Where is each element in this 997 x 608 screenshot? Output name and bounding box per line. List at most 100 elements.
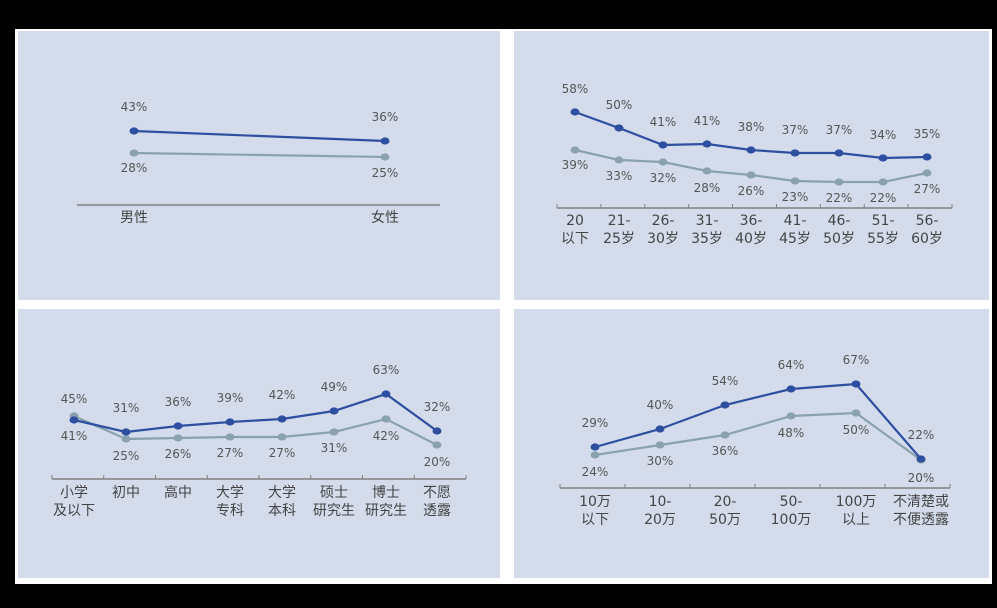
data-point-series_a <box>129 127 139 135</box>
x-tick-label: 56- <box>916 213 939 229</box>
data-point-series_b <box>225 433 235 441</box>
line-series_b-income <box>594 411 922 461</box>
data-point-series_b <box>277 433 287 441</box>
x-tick-label: 100万 <box>836 494 877 510</box>
line-series_a-gender <box>133 129 386 143</box>
x-tick-label: 大学 <box>268 485 296 501</box>
x-tick-label: 及以下 <box>53 503 95 519</box>
x-tick-label: 100万 <box>771 512 812 528</box>
x-tick-label: 初中 <box>112 484 140 501</box>
data-label-series_a: 41% <box>61 429 88 443</box>
data-point-series_a <box>277 415 287 423</box>
data-point-series_b <box>329 428 339 436</box>
data-point-series_b <box>702 167 712 175</box>
data-label-series_a: 38% <box>738 120 765 134</box>
x-tick-label: 高中 <box>164 484 192 501</box>
data-point-series_b <box>432 441 442 449</box>
data-point-series_b <box>786 412 796 420</box>
x-tick-label: 不愿 <box>423 485 451 501</box>
data-point-series_a <box>851 380 861 388</box>
data-label-series_b: 22% <box>870 191 897 205</box>
x-tick-label: 男性 <box>120 210 148 226</box>
x-tick-label: 女性 <box>371 209 399 226</box>
data-point-series_a <box>590 443 600 451</box>
data-point-series_b <box>878 178 888 186</box>
data-label-series_b: 28% <box>694 181 721 195</box>
data-point-series_a <box>570 108 580 116</box>
data-point-series_a <box>69 416 79 424</box>
x-tick-label: 以上 <box>842 512 870 528</box>
data-label-series_a: 63% <box>373 363 400 377</box>
panel-income <box>514 309 989 578</box>
x-tick-label: 25岁 <box>603 231 635 247</box>
data-label-series_b: 42% <box>373 429 400 443</box>
x-tick-label: 50岁 <box>823 231 855 247</box>
x-tick-label: 不便透露 <box>893 512 949 528</box>
data-label-series_b: 20% <box>908 471 935 485</box>
data-label-series_b: 25% <box>113 449 140 463</box>
data-label-series_a: 37% <box>782 123 809 137</box>
data-label-series_b: 22% <box>826 191 853 205</box>
line-series_b-gender <box>133 151 386 159</box>
data-label-series_b: 25% <box>372 166 399 180</box>
data-point-series_b <box>129 149 139 157</box>
data-label-series_b: 26% <box>165 447 192 461</box>
line-series_a-education <box>73 392 438 434</box>
panel-education <box>18 309 500 578</box>
data-label-series_a: 29% <box>582 416 609 430</box>
data-label-series_a: 41% <box>694 114 721 128</box>
x-tick-label: 36- <box>740 213 763 229</box>
data-label-series_b: 20% <box>424 455 451 469</box>
data-point-series_b <box>614 156 624 164</box>
x-tick-label: 10万 <box>579 494 611 510</box>
data-point-series_b <box>658 158 668 166</box>
x-tick-label: 26- <box>652 213 675 229</box>
data-point-series_a <box>746 146 756 154</box>
x-tick-label: 专科 <box>216 503 244 519</box>
data-point-series_a <box>381 390 391 398</box>
data-label-series_a: 50% <box>606 98 633 112</box>
data-point-series_b <box>381 415 391 423</box>
data-point-series_a <box>916 455 926 463</box>
x-tick-label: 31- <box>696 213 719 229</box>
data-label-series_b: 27% <box>217 446 244 460</box>
panel-age <box>514 31 989 300</box>
data-label-series_b: 31% <box>321 441 348 455</box>
data-point-series_b <box>790 177 800 185</box>
data-point-series_b <box>173 434 183 442</box>
data-label-series_b: 27% <box>269 446 296 460</box>
data-point-series_b <box>655 441 665 449</box>
data-point-series_a <box>878 154 888 162</box>
x-tick-label: 20万 <box>644 512 676 528</box>
data-point-series_b <box>720 431 730 439</box>
data-label-series_a: 40% <box>647 398 674 412</box>
x-tick-label: 以下 <box>581 512 609 528</box>
data-point-series_b <box>121 435 131 443</box>
x-tick-label: 21- <box>608 213 631 229</box>
line-series_a-income <box>594 382 922 460</box>
x-tick-label: 小学 <box>60 485 88 501</box>
data-point-series_a <box>121 428 131 436</box>
data-label-series_a: 36% <box>165 395 192 409</box>
data-label-series_b: 39% <box>562 158 589 172</box>
data-point-series_a <box>786 385 796 393</box>
panel-gender <box>18 31 500 300</box>
x-tick-label: 以下 <box>561 231 589 247</box>
x-tick-label: 透露 <box>423 503 451 519</box>
data-label-series_a: 22% <box>908 428 935 442</box>
x-tick-label: 50- <box>780 494 803 510</box>
data-label-series_b: 48% <box>778 426 805 440</box>
x-tick-label: 不清楚或 <box>893 494 949 510</box>
data-label-series_a: 58% <box>562 82 589 96</box>
data-point-series_a <box>720 401 730 409</box>
x-tick-label: 60岁 <box>911 231 943 247</box>
data-label-series_b: 30% <box>647 454 674 468</box>
x-tick-label: 30岁 <box>647 231 679 247</box>
data-label-series_a: 54% <box>712 374 739 388</box>
x-tick-label: 研究生 <box>313 503 355 519</box>
data-label-series_a: 39% <box>217 391 244 405</box>
data-label-series_a: 67% <box>843 353 870 367</box>
x-tick-label: 硕士 <box>320 485 348 501</box>
data-point-series_a <box>790 149 800 157</box>
x-tick-label: 20- <box>714 494 737 510</box>
